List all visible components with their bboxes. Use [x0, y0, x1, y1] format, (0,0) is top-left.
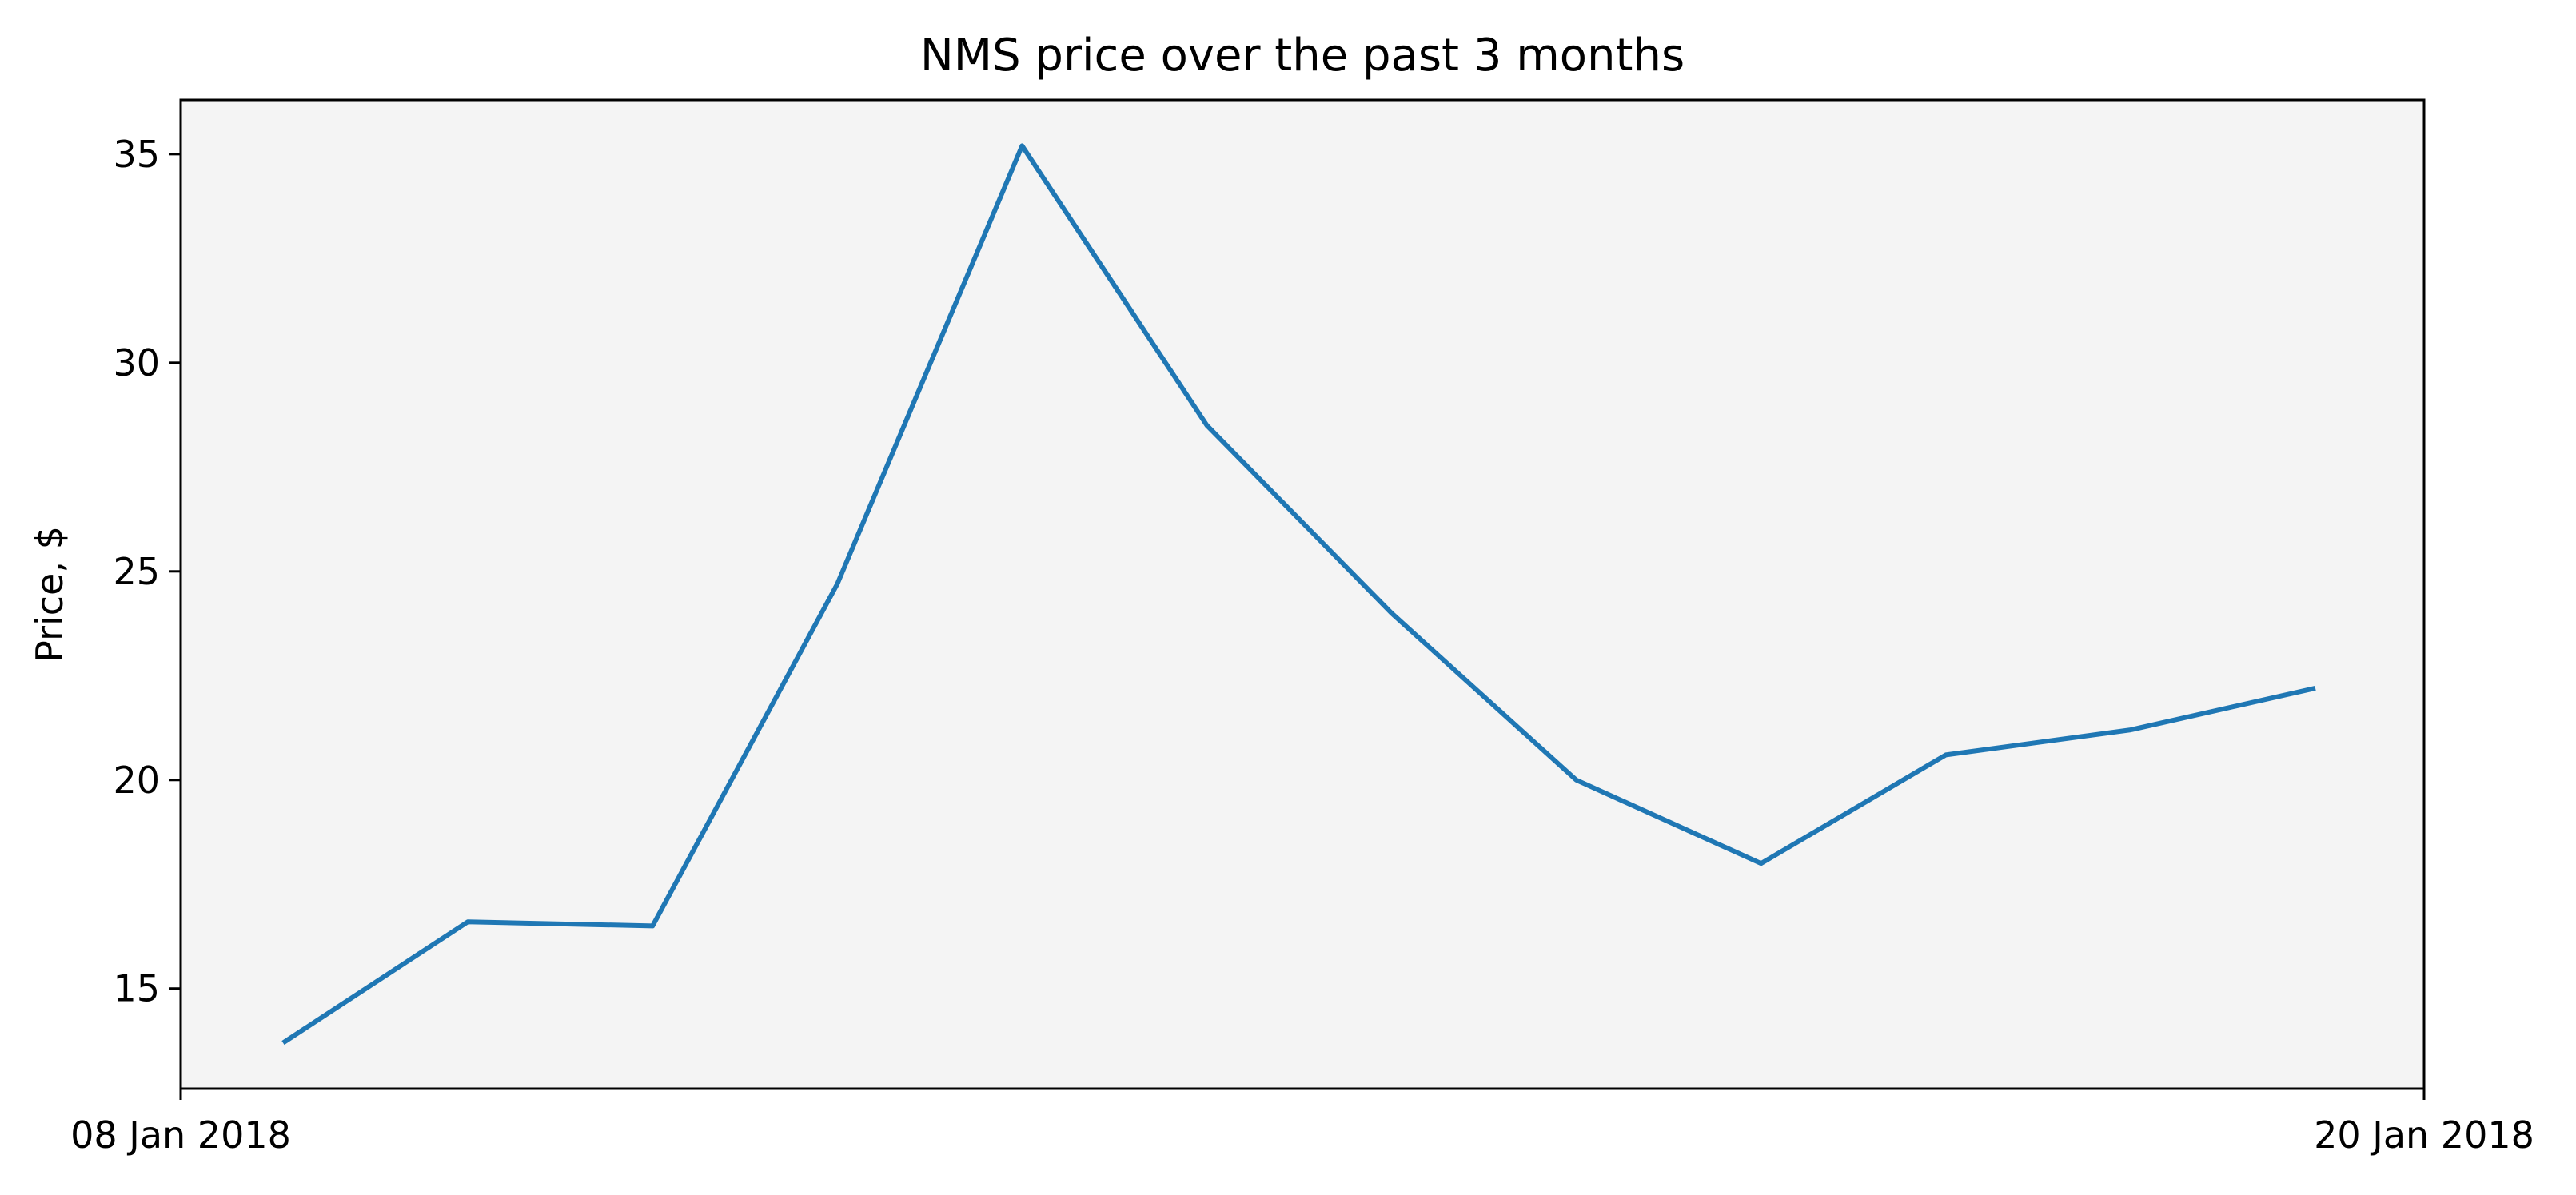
plot-area [181, 100, 2424, 1089]
x-tick-label: 08 Jan 2018 [70, 1113, 291, 1157]
y-tick-label: 35 [113, 133, 160, 176]
x-axis: 08 Jan 2018 20 Jan 2018 [70, 1089, 2534, 1157]
y-tick-label: 25 [113, 550, 160, 593]
chart-title: NMS price over the past 3 months [920, 30, 1685, 82]
plot-frame [179, 98, 2426, 1090]
y-tick-label: 15 [113, 967, 160, 1010]
y-tick-label: 20 [113, 759, 160, 802]
series-layer [281, 143, 2316, 1046]
y-axis-title: Price, $ [28, 526, 71, 663]
y-axis: 15 20 25 30 35 [113, 133, 181, 1010]
x-tick-label: 20 Jan 2018 [2314, 1113, 2534, 1157]
series-line [281, 143, 2316, 1046]
y-tick-label: 30 [113, 341, 160, 384]
